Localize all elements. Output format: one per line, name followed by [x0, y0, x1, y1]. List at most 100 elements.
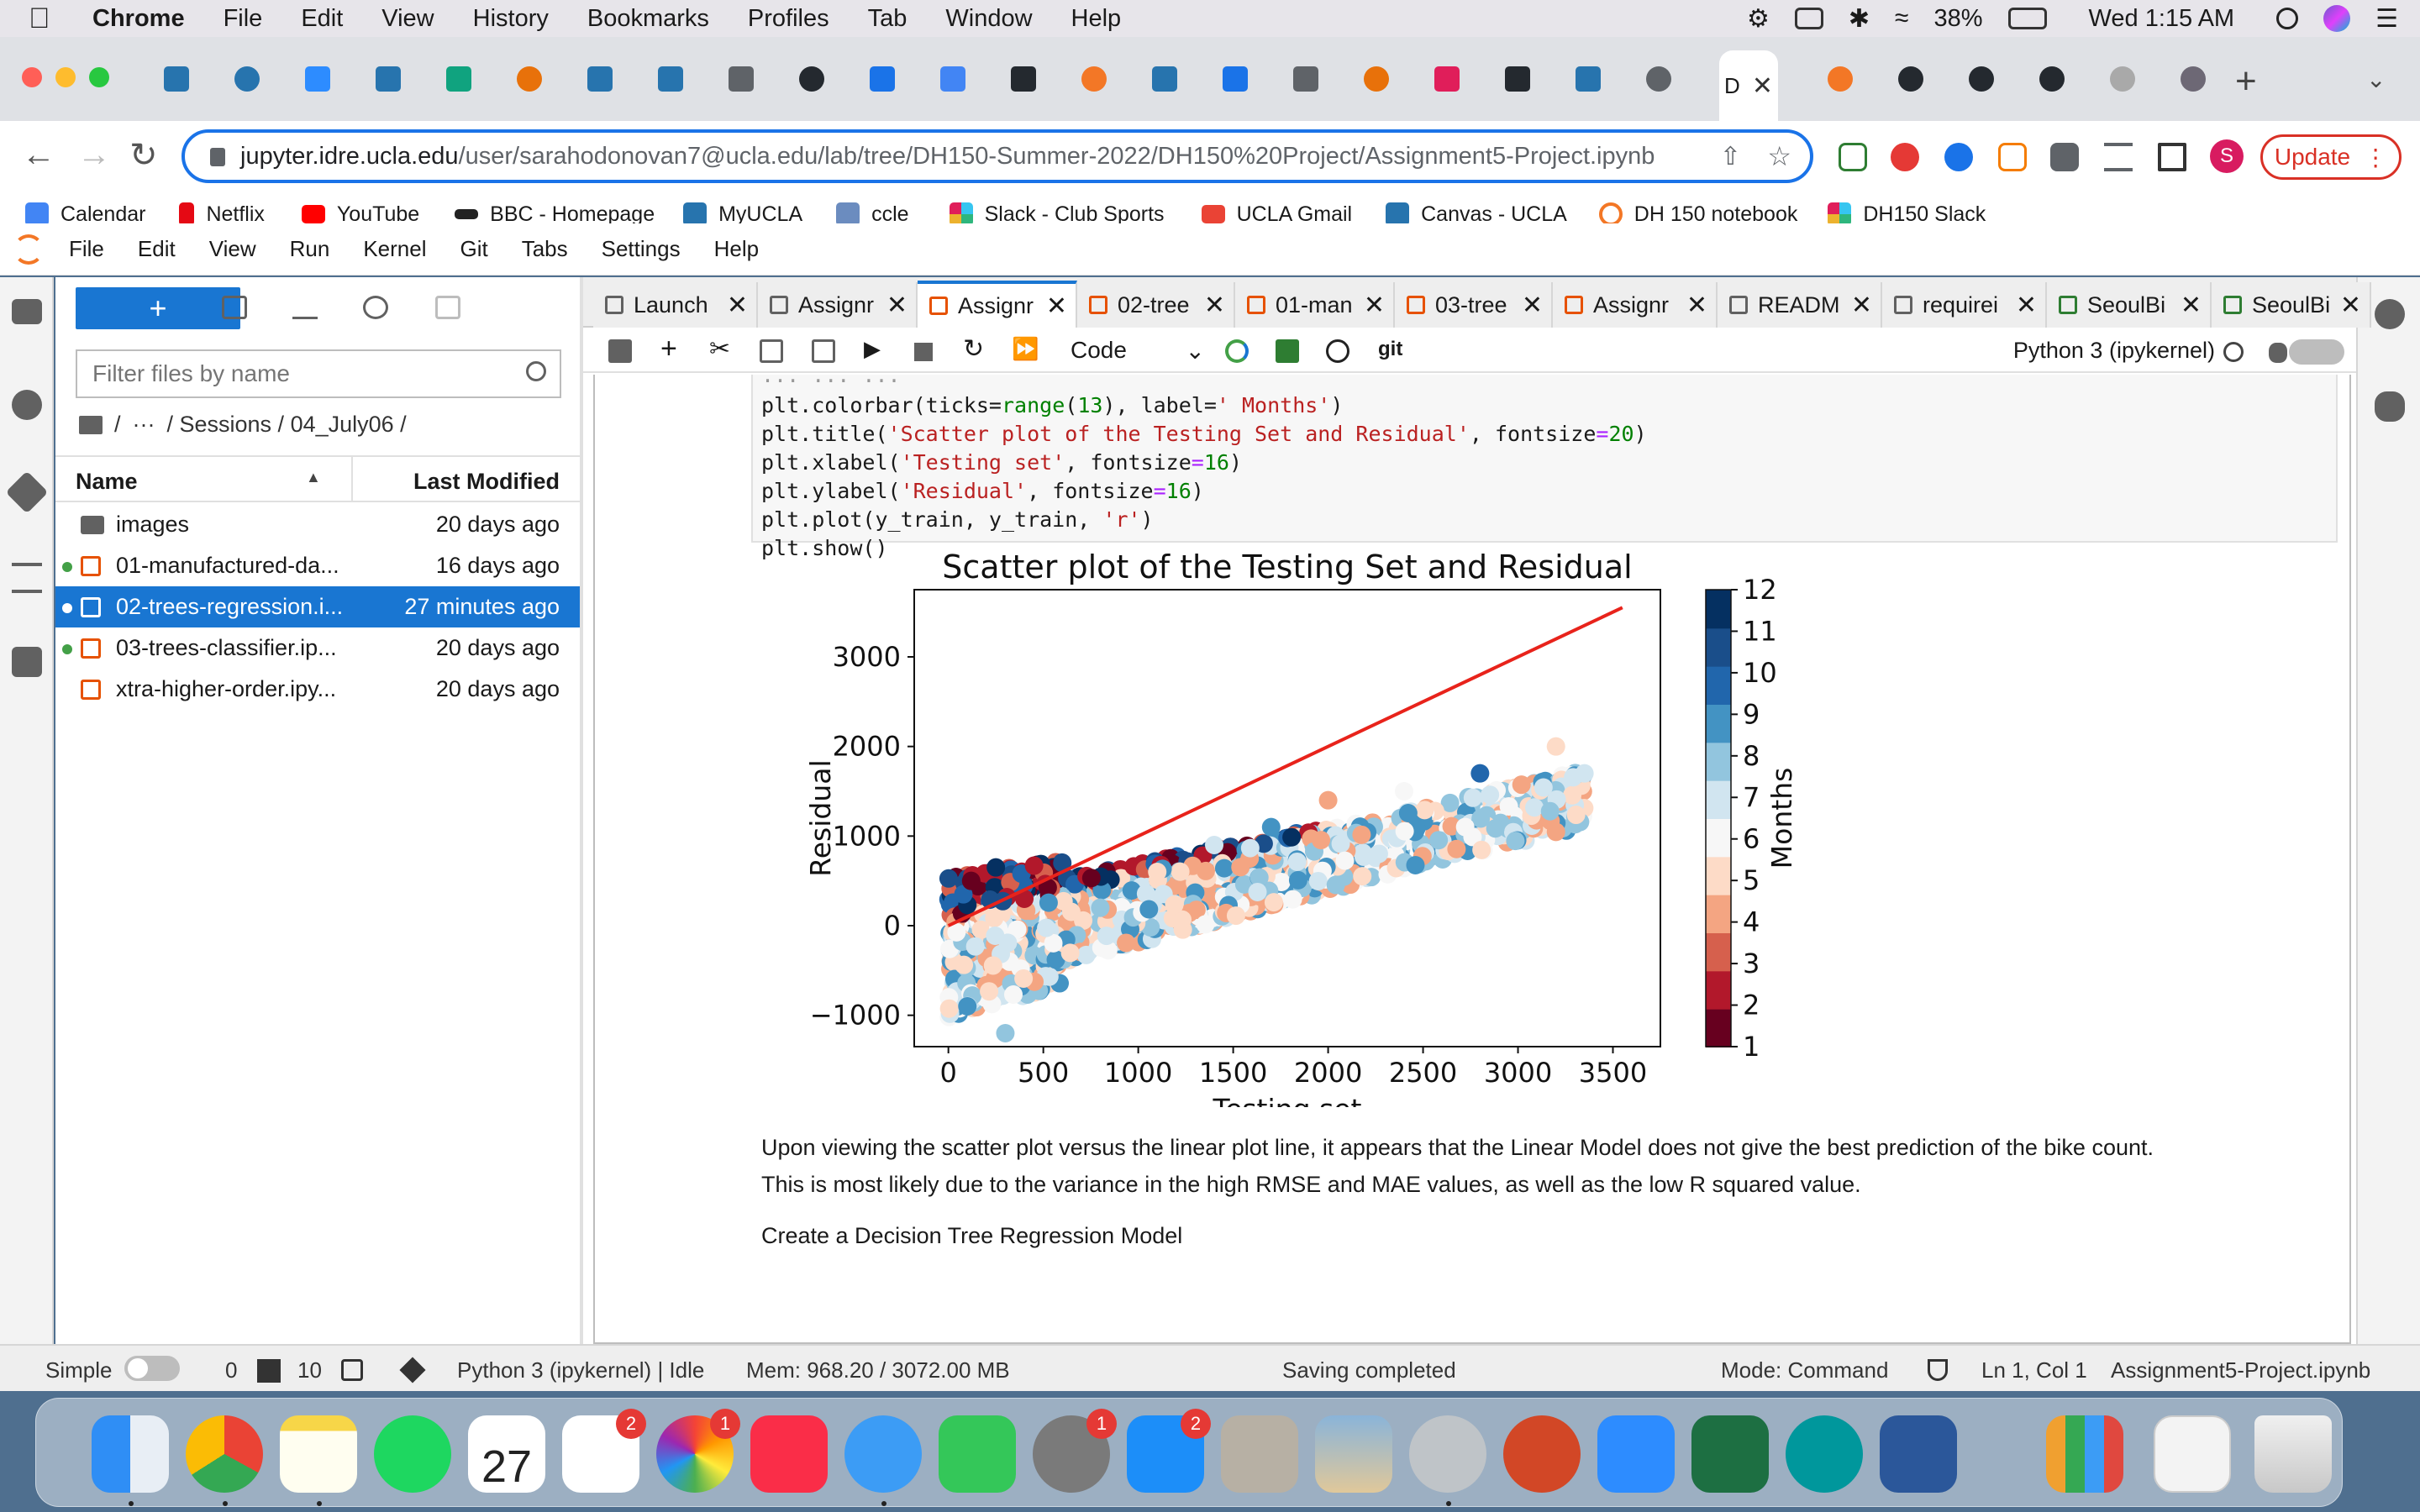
menu-edit[interactable]: Edit	[301, 4, 344, 32]
jl-menu-run[interactable]: Run	[289, 236, 330, 261]
browser-tab[interactable]	[919, 57, 986, 101]
git-label[interactable]: git	[1378, 338, 1403, 360]
apple-icon[interactable]: 	[29, 3, 62, 35]
bookmark-dh150-slack[interactable]: DH150 Slack	[1828, 202, 1986, 227]
menu-bookmarks[interactable]: Bookmarks	[587, 4, 709, 32]
extensions-puzzle-icon[interactable]	[12, 647, 42, 677]
close-tab-icon[interactable]: ✕	[1686, 291, 1707, 319]
trash-icon[interactable]	[2254, 1415, 2332, 1493]
jl-menu-settings[interactable]: Settings	[601, 236, 681, 261]
trust-shield-icon[interactable]	[1928, 1359, 1948, 1381]
close-tab-icon[interactable]: ✕	[1045, 291, 1067, 320]
bookmark-youtube[interactable]: YouTube	[301, 202, 419, 227]
forward-arrow-icon[interactable]: →	[77, 136, 111, 173]
file-row-03[interactable]: 03-trees-classifier.ip... 20 days ago	[55, 627, 580, 669]
kernels-count[interactable]: 10	[297, 1357, 322, 1383]
battery-icon[interactable]	[2007, 8, 2047, 29]
markdown-cell[interactable]: Upon viewing the scatter plot versus the…	[761, 1129, 2341, 1203]
bluetooth-icon[interactable]: ✱	[1848, 4, 1870, 33]
address-bar[interactable]: jupyter.idre.ucla.edu/user/sarahodonovan…	[182, 129, 1813, 183]
file-row-01[interactable]: 01-manufactured-da... 16 days ago	[55, 545, 580, 586]
cell-type-select[interactable]: Code ⌄	[1071, 334, 1205, 366]
zoom-icon[interactable]	[1597, 1415, 1675, 1493]
browser-tab[interactable]	[1131, 57, 1198, 101]
spinner-icon[interactable]	[1225, 339, 1249, 363]
preview-icon[interactable]	[1315, 1415, 1392, 1493]
git-status-icon[interactable]	[399, 1357, 426, 1383]
window-zoom-button[interactable]	[89, 67, 109, 87]
clock[interactable]: Wed 1:15 AM	[2088, 4, 2235, 32]
powerpoint-icon[interactable]	[1503, 1415, 1581, 1493]
save-icon[interactable]	[608, 339, 632, 363]
browser-tab[interactable]	[990, 57, 1057, 101]
accessibility-icon[interactable]: ⚙	[1746, 4, 1770, 33]
control-center-icon[interactable]: ☰	[2375, 4, 2398, 33]
close-tab-icon[interactable]: ✕	[2180, 291, 2202, 319]
breadcrumb-path[interactable]: / Sessions / 04_July06 /	[166, 412, 407, 437]
kernel-status-text[interactable]: Python 3 (ipykernel) | Idle	[457, 1357, 705, 1383]
debugger-toggle[interactable]	[2289, 339, 2344, 365]
browser-tab[interactable]	[2160, 57, 2227, 101]
sort-ascending-icon[interactable]: ▲	[306, 469, 321, 486]
browser-tab[interactable]	[708, 57, 775, 101]
browser-tab[interactable]	[2018, 57, 2086, 101]
menu-file[interactable]: File	[223, 4, 263, 32]
home-folder-icon[interactable]	[79, 415, 103, 434]
bookmark-slack-club[interactable]: Slack - Club Sports	[949, 202, 1165, 227]
terminals-count[interactable]: 0	[225, 1357, 238, 1383]
breadcrumb-root[interactable]: /	[114, 412, 121, 437]
browser-tab[interactable]	[778, 57, 845, 101]
keychain-icon[interactable]	[1409, 1415, 1486, 1493]
close-tab-icon[interactable]: ✕	[886, 291, 908, 319]
numbers-chart-icon[interactable]	[2046, 1415, 2123, 1493]
news-icon[interactable]	[750, 1415, 828, 1493]
copy-icon[interactable]	[760, 339, 783, 363]
refresh-icon[interactable]	[363, 296, 388, 319]
browser-tab[interactable]	[849, 57, 916, 101]
window-close-button[interactable]	[22, 67, 42, 87]
reload-icon[interactable]: ↻	[129, 137, 158, 174]
side-panel-icon[interactable]	[2158, 143, 2186, 171]
photos-icon[interactable]: 1	[656, 1409, 740, 1493]
close-tab-icon[interactable]: ✕	[726, 291, 748, 319]
clock-icon[interactable]	[1326, 339, 1349, 363]
word-icon[interactable]	[1880, 1415, 1957, 1493]
close-tab-icon[interactable]: ✕	[1850, 291, 1872, 319]
jl-menu-edit[interactable]: Edit	[137, 236, 176, 261]
menu-view[interactable]: View	[381, 4, 434, 32]
file-row-images[interactable]: images 20 days ago	[55, 504, 580, 545]
file-browser-folder-icon[interactable]	[12, 299, 42, 324]
menu-profiles[interactable]: Profiles	[747, 4, 829, 32]
browser-tab[interactable]	[425, 57, 492, 101]
excel-icon[interactable]	[1691, 1415, 1769, 1493]
notebook-tab[interactable]: Launch ✕	[593, 282, 758, 328]
finder-icon[interactable]	[92, 1415, 169, 1493]
column-name-header[interactable]: Name	[76, 469, 138, 494]
browser-tab[interactable]	[355, 57, 422, 101]
bookmark-dh150-notebook[interactable]: DH 150 notebook	[1598, 202, 1797, 227]
menu-window[interactable]: Window	[945, 4, 1033, 32]
close-tab-icon[interactable]: ✕	[1203, 291, 1225, 319]
next-heading-cell[interactable]: Create a Decision Tree Regression Model	[761, 1223, 1183, 1248]
jl-menu-file[interactable]: File	[69, 236, 104, 261]
browser-tab[interactable]	[1413, 57, 1481, 101]
close-tab-icon[interactable]: ✕	[1751, 71, 1773, 100]
browser-tab[interactable]	[1877, 57, 1944, 101]
upload-icon[interactable]	[292, 296, 318, 319]
calculator-icon[interactable]	[1221, 1415, 1298, 1493]
simple-mode-toggle[interactable]	[124, 1356, 180, 1381]
extensions-puzzle-icon[interactable]	[2050, 143, 2079, 171]
column-modified-header[interactable]: Last Modified	[413, 469, 560, 494]
messages-icon[interactable]	[844, 1415, 922, 1493]
bookmark-gmail[interactable]: UCLA Gmail	[1201, 202, 1352, 227]
downloads-stack-icon[interactable]	[2154, 1415, 2231, 1493]
kernel-name[interactable]: Python 3 (ipykernel)	[2012, 338, 2215, 363]
menu-history[interactable]: History	[472, 4, 549, 32]
notes-icon[interactable]	[280, 1415, 357, 1493]
menu-help[interactable]: Help	[1071, 4, 1122, 32]
breadcrumb-ellipsis[interactable]: ···	[132, 412, 155, 437]
restart-kernel-icon[interactable]: ↻	[963, 335, 985, 363]
share-icon[interactable]: ⇧	[1719, 142, 1741, 171]
jl-menu-tabs[interactable]: Tabs	[521, 236, 568, 261]
close-tab-icon[interactable]: ✕	[2015, 291, 2037, 319]
